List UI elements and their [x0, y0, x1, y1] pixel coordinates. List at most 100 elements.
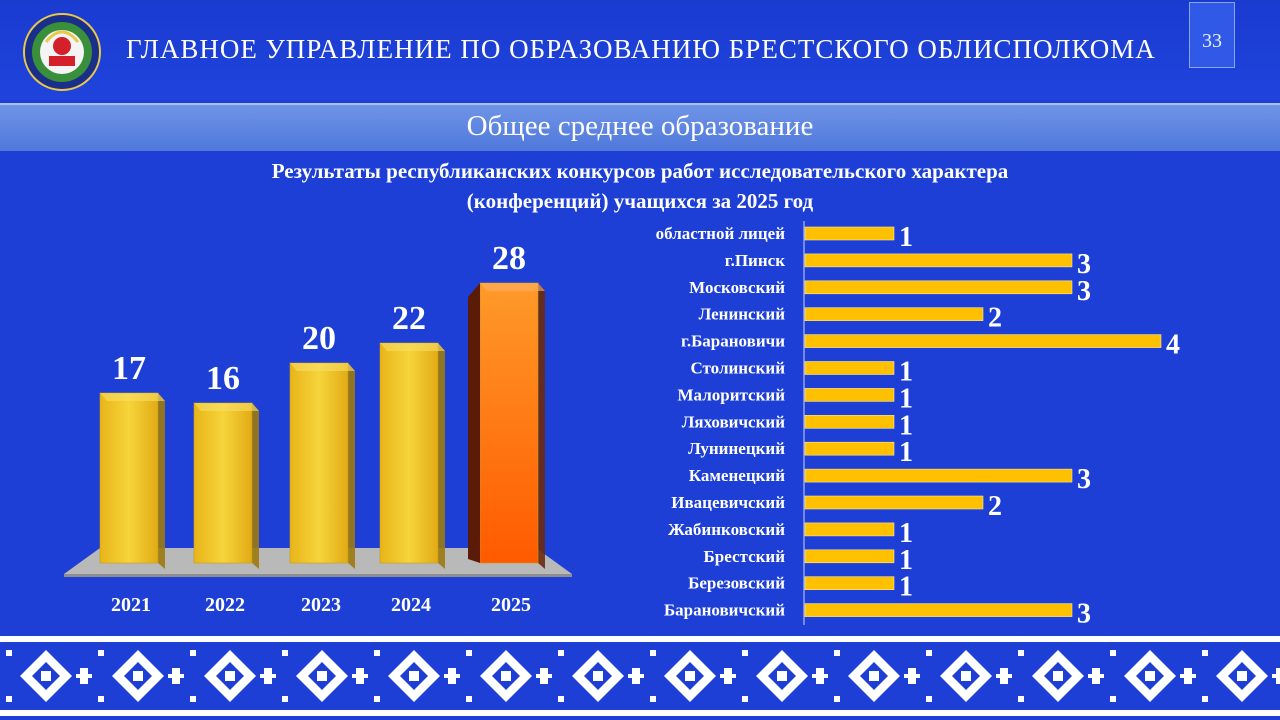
bar-side	[252, 403, 259, 569]
hbar-value-label: 1	[899, 437, 913, 468]
hbar	[804, 361, 895, 375]
section-title: Общее среднее образование	[466, 110, 814, 142]
emblem-logo-icon	[23, 13, 101, 91]
hbar-category-label: г.Барановичи	[681, 332, 785, 351]
bar-value-label: 20	[302, 320, 336, 357]
hbar	[804, 549, 895, 564]
hbar-row: Московский 3	[689, 276, 1091, 307]
hbar-row: областной лицей 1	[656, 222, 913, 253]
hbar-category-label: Ляховичский	[682, 412, 785, 431]
hbar-value-label: 3	[1077, 599, 1091, 630]
hbar-category-label: Московский	[689, 278, 785, 297]
hbar-category-label: областной лицей	[656, 224, 786, 243]
hbar-value-label: 1	[899, 222, 913, 253]
bar-top	[380, 343, 445, 351]
hbar	[804, 495, 984, 510]
hbar-category-label: Ивацевичский	[671, 493, 785, 512]
bar-value-label: 16	[206, 360, 240, 397]
hbar	[804, 522, 895, 537]
bar-top	[290, 363, 355, 371]
hbar-category-label: Березовский	[688, 574, 785, 593]
category-label: 2023	[301, 594, 341, 616]
bar-face	[193, 402, 253, 564]
bar-side	[538, 283, 545, 569]
hbar-category-label: Лунинецкий	[688, 439, 785, 458]
header-bar	[0, 0, 1280, 100]
category-label: 2022	[205, 594, 245, 616]
hbar-value-label: 4	[1166, 330, 1180, 361]
national-ornament-border	[0, 632, 1280, 720]
hbar-row: г.Барановичи 4	[681, 330, 1180, 361]
hbar-row: Жабинковский 1	[668, 518, 913, 549]
hbar-category-label: Малоритский	[678, 385, 786, 404]
hbar-value-label: 3	[1077, 464, 1091, 495]
hbar-category-label: Столинский	[690, 359, 785, 378]
hbar	[804, 226, 895, 241]
hbar-category-label: Жабинковский	[668, 520, 785, 539]
section-band	[0, 103, 1280, 151]
bar-side	[158, 393, 165, 569]
hbar-value-label: 3	[1077, 276, 1091, 307]
hbar-value-label: 1	[899, 410, 913, 441]
hbar-row: Малоритский 1	[678, 383, 913, 414]
page-number: 33	[1189, 2, 1235, 68]
hbar	[804, 441, 895, 456]
bar-top	[100, 393, 165, 401]
chart-title-line-1: Результаты республиканских конкурсов раб…	[271, 159, 1009, 183]
category-label: 2024	[391, 594, 431, 616]
bar-2022: 16 2022	[193, 360, 259, 616]
hbar-value-label: 2	[988, 303, 1002, 334]
bar-face	[479, 282, 539, 564]
hbar-row: Барановичский 3	[664, 599, 1091, 630]
category-label: 2025	[491, 594, 531, 616]
hbar-value-label: 1	[899, 383, 913, 414]
hbar-category-label: Брестский	[704, 547, 786, 566]
chart-floor-edge	[64, 574, 572, 577]
hbar-row: г.Пинск 3	[725, 249, 1091, 280]
hbar-row: Брестский 1	[704, 545, 913, 576]
hbar-category-label: г.Пинск	[725, 251, 785, 270]
bar-2021: 17 2021	[99, 350, 165, 616]
hbar-category-label: Ленинский	[699, 305, 786, 324]
hbar	[804, 388, 895, 402]
bar-face	[99, 392, 159, 564]
hbar	[804, 253, 1073, 268]
hbar-row: Ивацевичский 2	[671, 491, 1002, 522]
hbar-category-label: Барановичский	[664, 601, 785, 620]
hbar	[804, 307, 984, 322]
bar-face	[289, 362, 349, 564]
hbar	[804, 468, 1073, 483]
hbar	[804, 334, 1162, 348]
bar-top	[480, 283, 545, 291]
bar-top	[194, 403, 259, 411]
bar-side	[438, 343, 445, 569]
hbar	[804, 576, 895, 591]
hbar-row: Ленинский 2	[699, 303, 1002, 334]
hbar-category-label: Каменецкий	[689, 466, 785, 485]
hbar-row: Столинский 1	[690, 357, 913, 388]
hbar-value-label: 1	[899, 518, 913, 549]
hbar-value-label: 3	[1077, 249, 1091, 280]
chart-title-line-2: (конференций) учащихся за 2025 год	[466, 189, 814, 213]
bar-2024: 22 2024	[379, 300, 445, 616]
bar-2025: 28 2025	[468, 240, 545, 616]
bar-2023: 20 2023	[289, 320, 355, 616]
category-label: 2021	[111, 594, 151, 616]
bar-face	[379, 342, 439, 564]
hbar-value-label: 1	[899, 545, 913, 576]
bar-back-side	[468, 283, 480, 563]
hbar-value-label: 2	[988, 491, 1002, 522]
hbar-row: Ляховичский 1	[682, 410, 913, 441]
organization-title: ГЛАВНОЕ УПРАВЛЕНИЕ ПО ОБРАЗОВАНИЮ БРЕСТС…	[126, 34, 1156, 64]
bar-side	[348, 363, 355, 569]
hbar-value-label: 1	[899, 572, 913, 603]
bar-value-label: 28	[492, 240, 526, 277]
chart-title: Результаты республиканских конкурсов раб…	[140, 156, 1140, 216]
hbar	[804, 280, 1073, 295]
hbar-row: Лунинецкий 1	[688, 437, 913, 468]
bar-value-label: 17	[112, 350, 146, 387]
hbar-row: Березовский 1	[688, 572, 913, 603]
bar-value-label: 22	[392, 300, 426, 337]
